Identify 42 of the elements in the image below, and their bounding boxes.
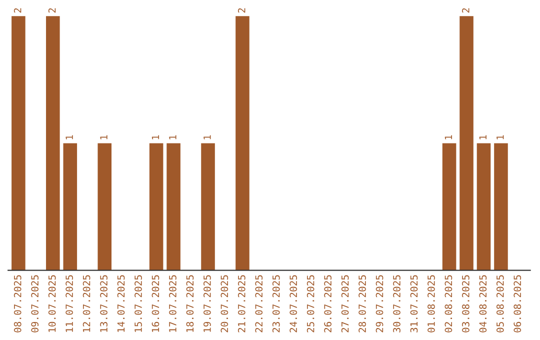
x-tick-label: 03.08.2025 xyxy=(462,275,470,332)
x-tick-label: 23.07.2025 xyxy=(272,275,280,332)
x-tick-label: 17.07.2025 xyxy=(169,275,176,332)
x-tick-label: 02.08.2025 xyxy=(444,275,452,332)
x-tick-label: 30.07.2025 xyxy=(393,275,400,332)
x-tick-label: 31.07.2025 xyxy=(410,275,418,332)
x-tick-label: 28.07.2025 xyxy=(358,275,366,332)
x-tick-label: 05.08.2025 xyxy=(496,275,504,332)
x-tick-label: 09.07.2025 xyxy=(31,275,39,332)
x-tick-label: 04.08.2025 xyxy=(479,275,487,332)
data-label: 1 xyxy=(100,135,108,140)
data-label: 1 xyxy=(169,135,176,140)
data-label: 2 xyxy=(462,8,470,13)
data-label: 1 xyxy=(496,135,504,140)
x-tick-label: 22.07.2025 xyxy=(255,275,263,332)
x-tick-label: 21.07.2025 xyxy=(238,275,246,332)
x-tick-label: 19.07.2025 xyxy=(204,275,211,332)
data-label: 2 xyxy=(48,8,56,13)
x-tick-label: 06.08.2025 xyxy=(514,275,522,332)
x-tick-label: 13.07.2025 xyxy=(100,275,108,332)
x-tick-label: 14.07.2025 xyxy=(117,275,125,332)
data-label: 1 xyxy=(479,135,486,140)
x-tick-label: 18.07.2025 xyxy=(186,275,194,332)
data-label: 2 xyxy=(238,8,246,13)
x-tick-label: 29.07.2025 xyxy=(376,275,384,332)
x-tick-label: 20.07.2025 xyxy=(220,275,228,332)
data-label: 1 xyxy=(66,135,73,140)
x-tick-label: 26.07.2025 xyxy=(324,275,332,332)
x-tick-label: 25.07.2025 xyxy=(306,275,314,332)
x-tick-label: 15.07.2025 xyxy=(134,275,142,332)
x-tick-label: 10.07.2025 xyxy=(48,275,56,332)
data-label: 1 xyxy=(152,135,160,140)
data-label: 1 xyxy=(204,135,211,140)
x-tick-label: 08.07.2025 xyxy=(14,275,22,332)
x-tick-label: 12.07.2025 xyxy=(82,275,90,332)
data-label: 1 xyxy=(444,135,452,140)
x-tick-label: 16.07.2025 xyxy=(152,275,160,332)
x-tick-label: 11.07.2025 xyxy=(66,275,73,332)
x-tick-label: 27.07.2025 xyxy=(341,275,349,332)
x-tick-label: 01.08.2025 xyxy=(428,275,435,332)
x-tick-label: 24.07.2025 xyxy=(290,275,298,332)
data-label: 2 xyxy=(14,8,22,13)
